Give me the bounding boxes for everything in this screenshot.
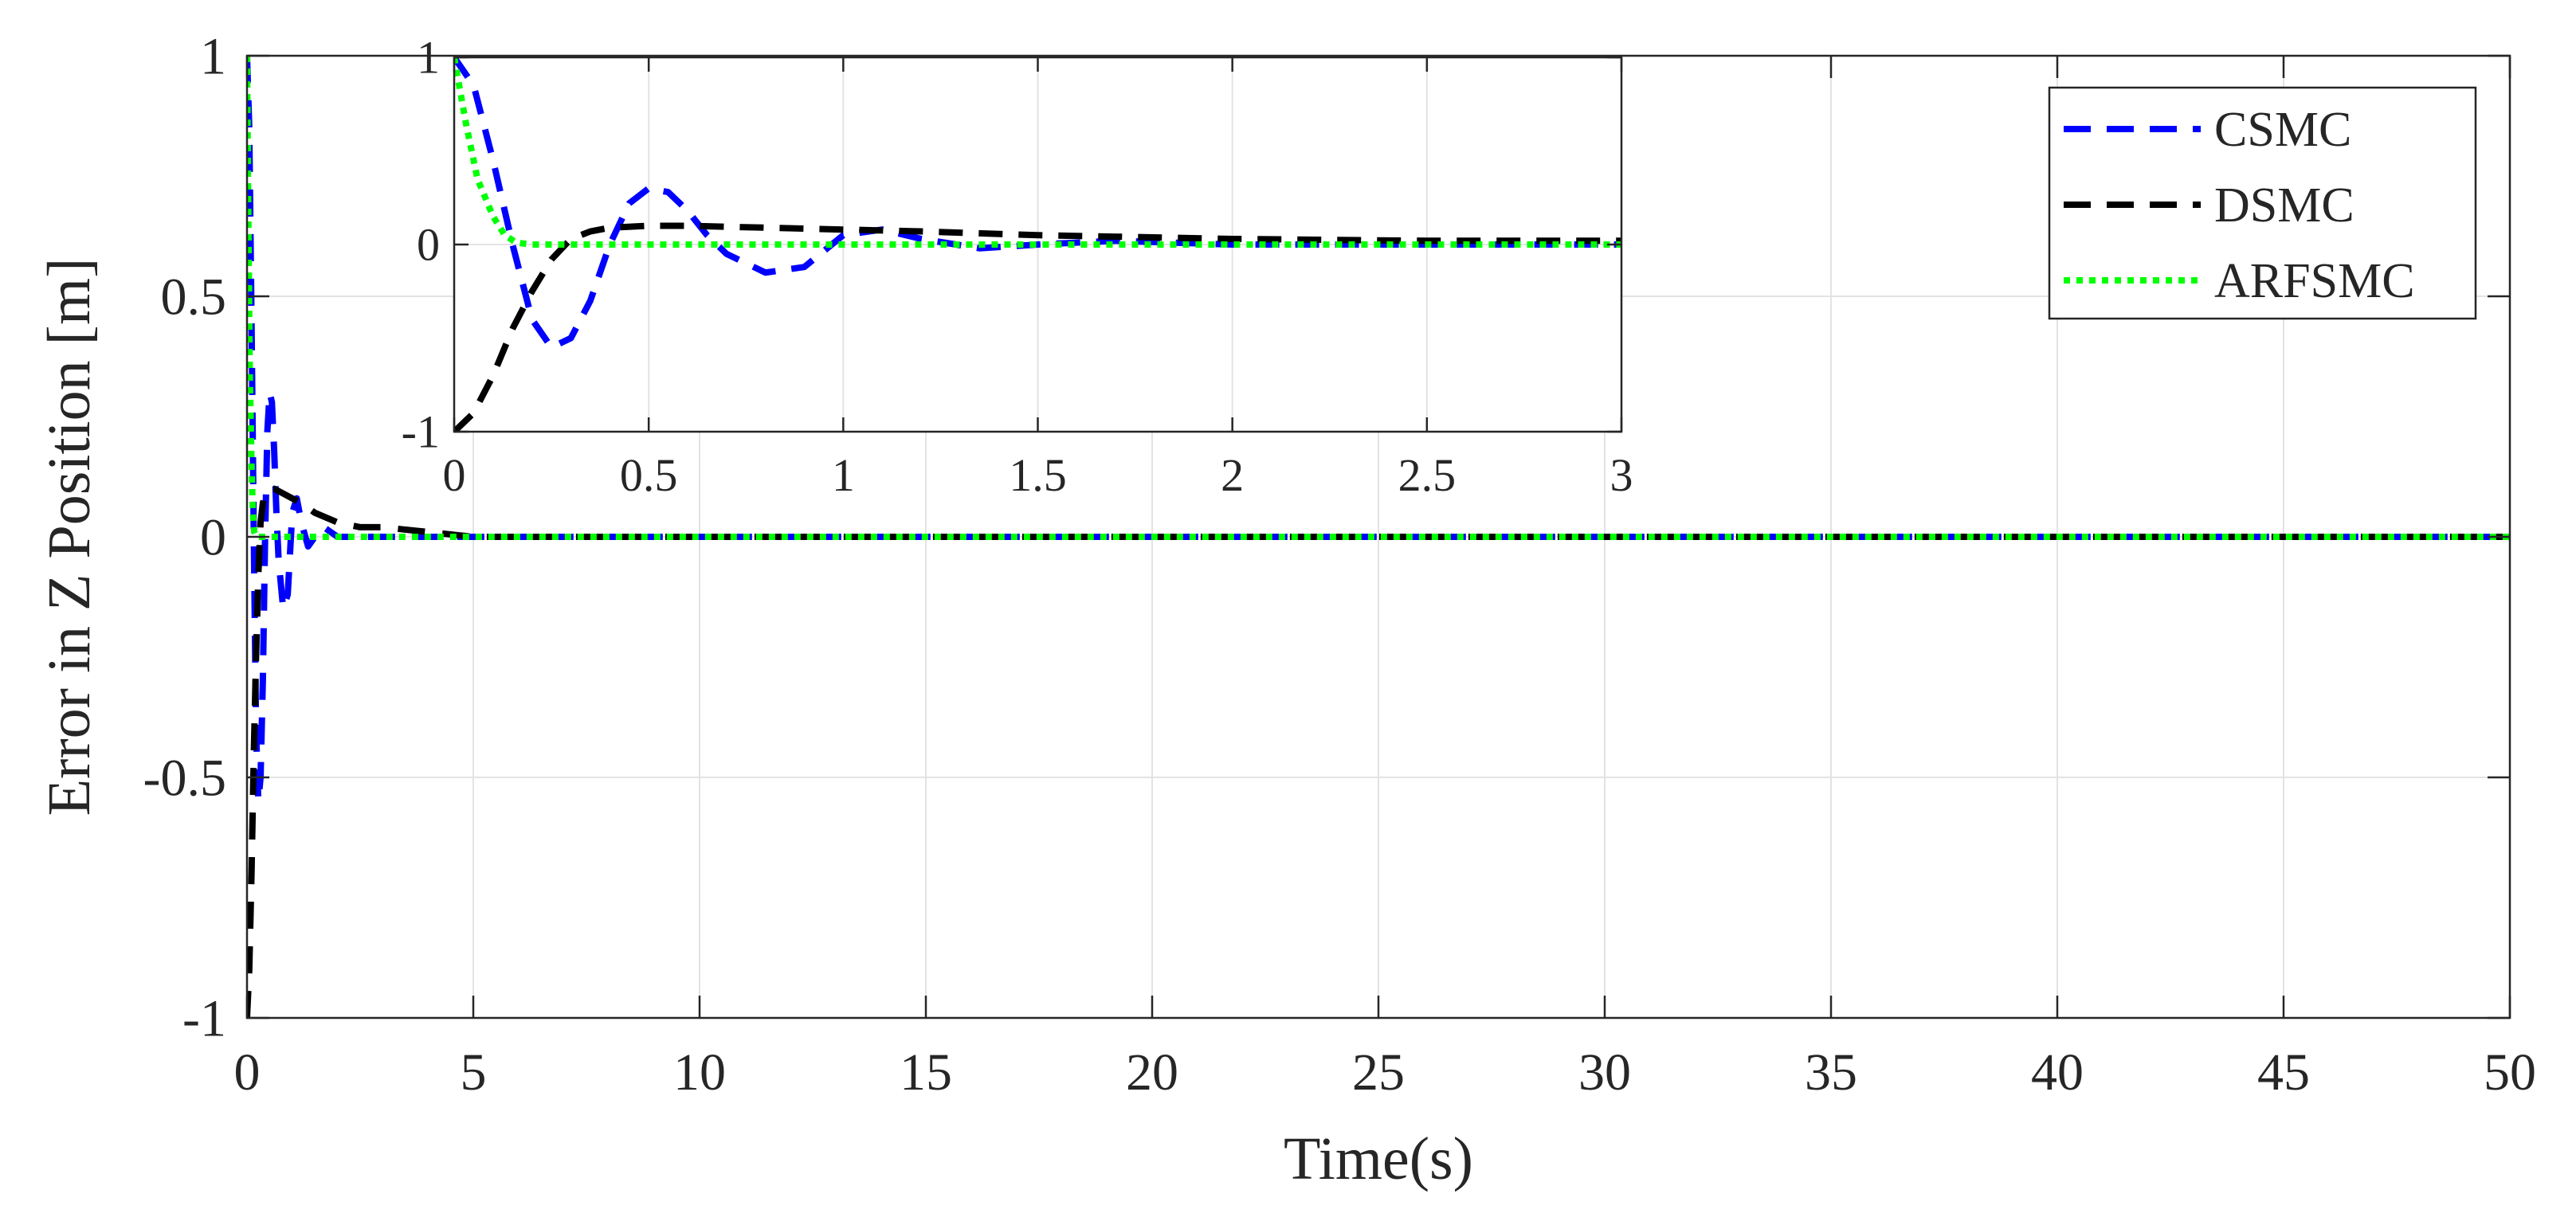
y-tick-label: 1	[200, 27, 226, 85]
x-tick-label: 20	[1126, 1043, 1178, 1102]
x-tick-label: 50	[2484, 1043, 2536, 1102]
series-line-dsmc	[454, 222, 1621, 432]
series-group	[454, 57, 1621, 432]
legend: CSMC DSMC ARFSMC	[2048, 86, 2477, 320]
x-tick-label: 15	[900, 1043, 952, 1102]
y-tick-label: -0.5	[143, 749, 226, 807]
y-tick-label: -1	[182, 989, 226, 1047]
x-tick-label: 0.5	[620, 449, 678, 501]
series-group	[247, 56, 2510, 1018]
legend-label-arfsmc: ARFSMC	[2214, 254, 2415, 308]
series-line-arfsmc	[454, 57, 1621, 248]
y-tick-label: 0	[417, 219, 440, 271]
inset-axes: 0 0.5 1 1.5 2 2.5 3-101	[402, 32, 1633, 501]
x-tick-label: 2	[1221, 449, 1244, 501]
x-tick-label: 1.5	[1009, 449, 1067, 501]
y-axis-label: Error in Z Position [m]	[36, 258, 103, 816]
series-line-dsmc	[247, 485, 2510, 1018]
x-tick-label: 2.5	[1398, 449, 1457, 501]
x-tick-label: 1	[832, 449, 855, 501]
x-tick-label: 5	[461, 1043, 487, 1102]
x-tick-label: 30	[1578, 1043, 1631, 1102]
y-tick-label: 0	[200, 508, 226, 566]
x-tick-label: 35	[1805, 1043, 1857, 1102]
x-tick-label: 0	[234, 1043, 261, 1102]
x-tick-label: 45	[2257, 1043, 2310, 1102]
x-tick-label: 0	[443, 449, 466, 501]
x-tick-label: 40	[2031, 1043, 2084, 1102]
x-tick-label: 25	[1352, 1043, 1405, 1102]
x-axis-label: Time(s)	[1284, 1125, 1473, 1192]
legend-label-csmc: CSMC	[2214, 103, 2351, 157]
legend-label-dsmc: DSMC	[2214, 178, 2354, 233]
y-tick-label: 1	[417, 32, 440, 84]
y-tick-label: 0.5	[161, 268, 227, 326]
x-tick-label: 10	[673, 1043, 726, 1102]
x-tick-label: 3	[1610, 449, 1633, 501]
y-tick-label: -1	[402, 406, 440, 458]
